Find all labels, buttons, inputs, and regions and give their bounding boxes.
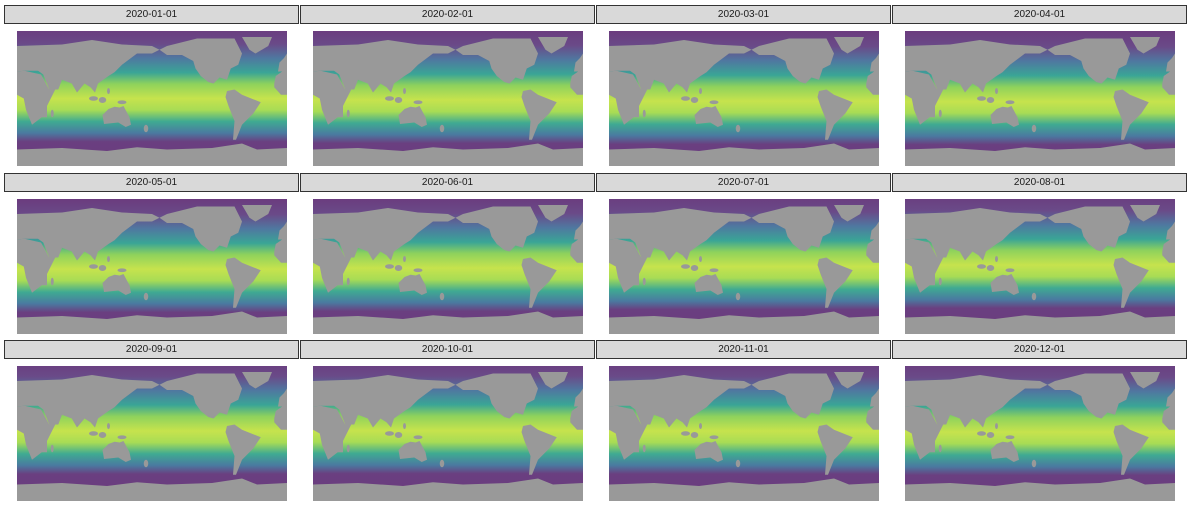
facet-strip-label: 2020-04-01	[892, 5, 1187, 24]
facet-strip-label: 2020-06-01	[300, 172, 595, 192]
facet-strip-label: 2020-08-01	[892, 172, 1187, 192]
facet-panel: 2020-12-01	[892, 340, 1188, 508]
facet-strip-label: 2020-02-01	[300, 5, 595, 24]
facet-panel: 2020-06-01	[300, 172, 596, 341]
sea-surface-map	[17, 366, 287, 501]
facet-strip-label: 2020-01-01	[4, 5, 299, 24]
facet-panel: 2020-05-01	[4, 172, 300, 341]
facet-strip-label: 2020-09-01	[4, 340, 299, 359]
sea-surface-map	[313, 366, 583, 501]
facet-panel: 2020-07-01	[596, 172, 892, 341]
facet-panel: 2020-09-01	[4, 340, 300, 508]
facet-panel: 2020-01-01	[4, 5, 300, 173]
facet-panel: 2020-03-01	[596, 5, 892, 173]
facet-grid: 2020-01-01 2020-02-01 2020-03-01 2020-04-01…	[4, 5, 1188, 505]
sea-surface-map	[17, 198, 287, 334]
sea-surface-map	[17, 31, 287, 166]
sea-surface-map	[905, 366, 1175, 501]
facet-strip-label: 2020-11-01	[596, 340, 891, 359]
facet-panel: 2020-04-01	[892, 5, 1188, 173]
facet-panel: 2020-08-01	[892, 172, 1188, 341]
facet-strip-label: 2020-10-01	[300, 340, 595, 359]
sea-surface-map	[313, 31, 583, 166]
sea-surface-map	[609, 31, 879, 166]
sea-surface-map	[609, 198, 879, 334]
sea-surface-map	[905, 198, 1175, 334]
sea-surface-map	[609, 366, 879, 501]
facet-strip-label: 2020-03-01	[596, 5, 891, 24]
facet-panel: 2020-02-01	[300, 5, 596, 173]
facet-panel: 2020-11-01	[596, 340, 892, 508]
sea-surface-map	[905, 31, 1175, 166]
facet-strip-label: 2020-05-01	[4, 172, 299, 192]
sea-surface-map	[313, 198, 583, 334]
facet-panel: 2020-10-01	[300, 340, 596, 508]
facet-strip-label: 2020-12-01	[892, 340, 1187, 359]
facet-strip-label: 2020-07-01	[596, 172, 891, 192]
